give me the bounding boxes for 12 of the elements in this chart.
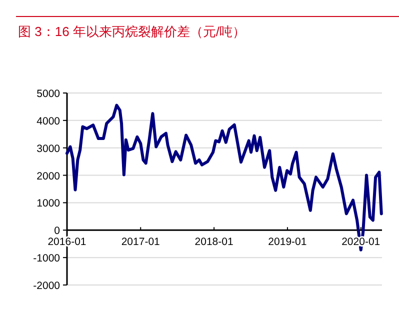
y-tick-label: 3000 [36,142,60,155]
chart-title: 图 3：16 年以来丙烷裂解价差（元/吨） [18,24,246,39]
y-tick-label: 2000 [36,170,60,182]
x-tick-label: 2018-01 [194,236,234,248]
x-tick-label: 2019-01 [268,236,307,248]
y-tick-label: 5000 [36,88,60,100]
y-tick-label: 4000 [36,115,60,128]
y-tick-label: -1000 [33,252,60,265]
y-tick-label: 1000 [36,198,60,210]
y-tick-label: 0 [54,225,60,238]
x-tick-label: 2017-01 [121,236,160,248]
y-tick-label: -2000 [33,280,60,292]
